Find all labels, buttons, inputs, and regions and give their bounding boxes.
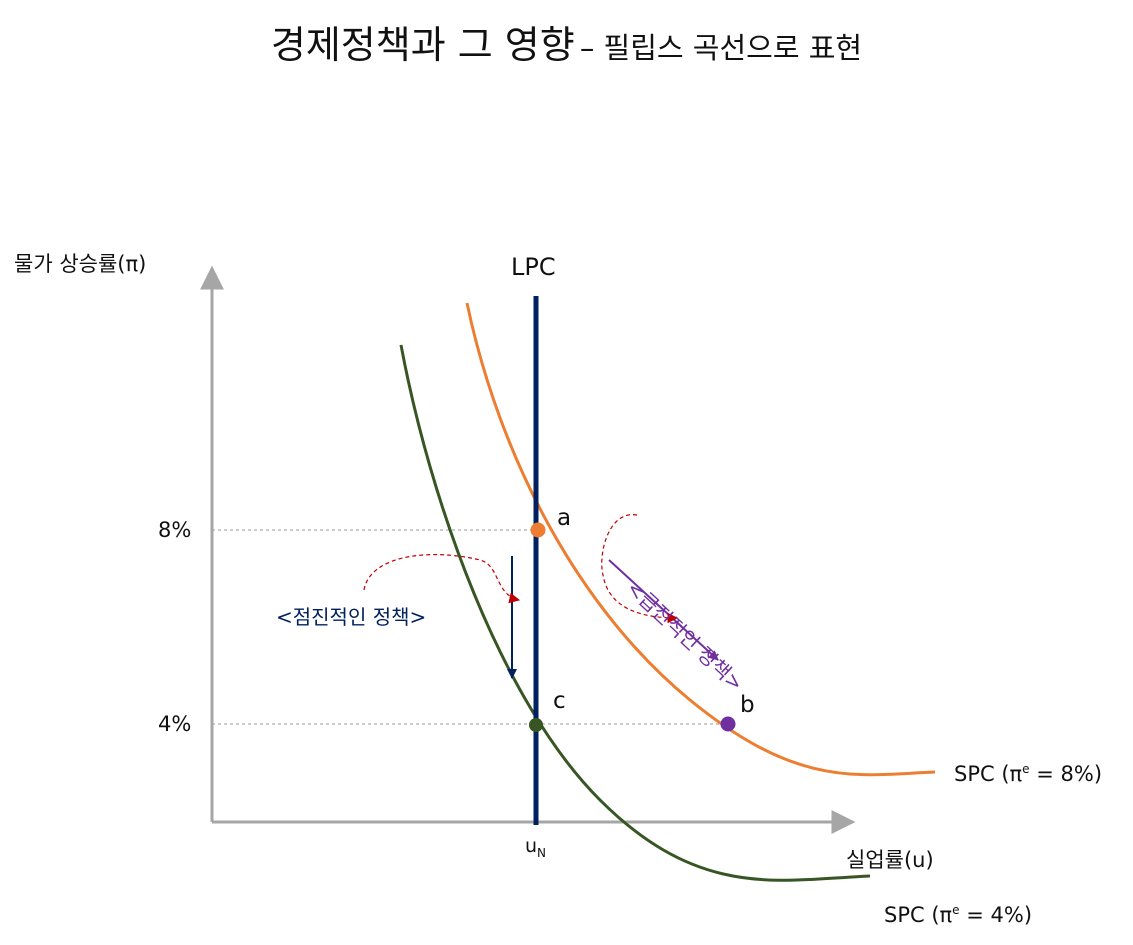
point-b-label: b [740, 692, 755, 718]
point-b [720, 716, 736, 732]
title-main: 경제정책과 그 영향 [270, 23, 575, 67]
spc-high-sup: e [1022, 762, 1030, 776]
point-a-label: a [557, 505, 572, 531]
spc-high-curve [465, 302, 936, 777]
spc-low-sup: e [952, 903, 960, 917]
spc-high-label: SPC (πe = 8%) [954, 762, 1102, 786]
y-axis-label: 물가 상승률(π) [14, 252, 147, 276]
x-axis-label: 실업률(u) [846, 848, 934, 872]
rapid-policy-arrow [608, 559, 719, 661]
lpc-label: LPC [511, 253, 556, 281]
spc-low-curve [399, 344, 871, 882]
gradual-hint-arrow [363, 553, 521, 604]
point-c [529, 718, 543, 732]
spc-low-suffix: = 4%) [959, 903, 1033, 927]
spc-high-suffix: = 8%) [1029, 762, 1103, 786]
rapid-hint-arrow [601, 514, 679, 624]
page-title: 경제정책과 그 영향 – 필립스 곡선으로 표현 [0, 14, 1133, 69]
title-sub: – 필립스 곡선으로 표현 [579, 31, 863, 65]
x-tick-natural-rate: uN [525, 835, 546, 860]
spc-high-prefix: SPC (π [954, 762, 1023, 786]
point-c-label: c [553, 688, 566, 714]
spc-low-prefix: SPC (π [884, 903, 953, 927]
y-tick-4pct: 4% [158, 712, 192, 736]
x-tick-subscript: N [537, 845, 547, 860]
y-tick-8pct: 8% [158, 518, 192, 542]
point-a [530, 522, 546, 538]
x-tick-base: u [525, 835, 538, 857]
spc-low-label: SPC (πe = 4%) [884, 903, 1032, 927]
gradual-policy-label: <점진적인 정책> [276, 605, 427, 629]
